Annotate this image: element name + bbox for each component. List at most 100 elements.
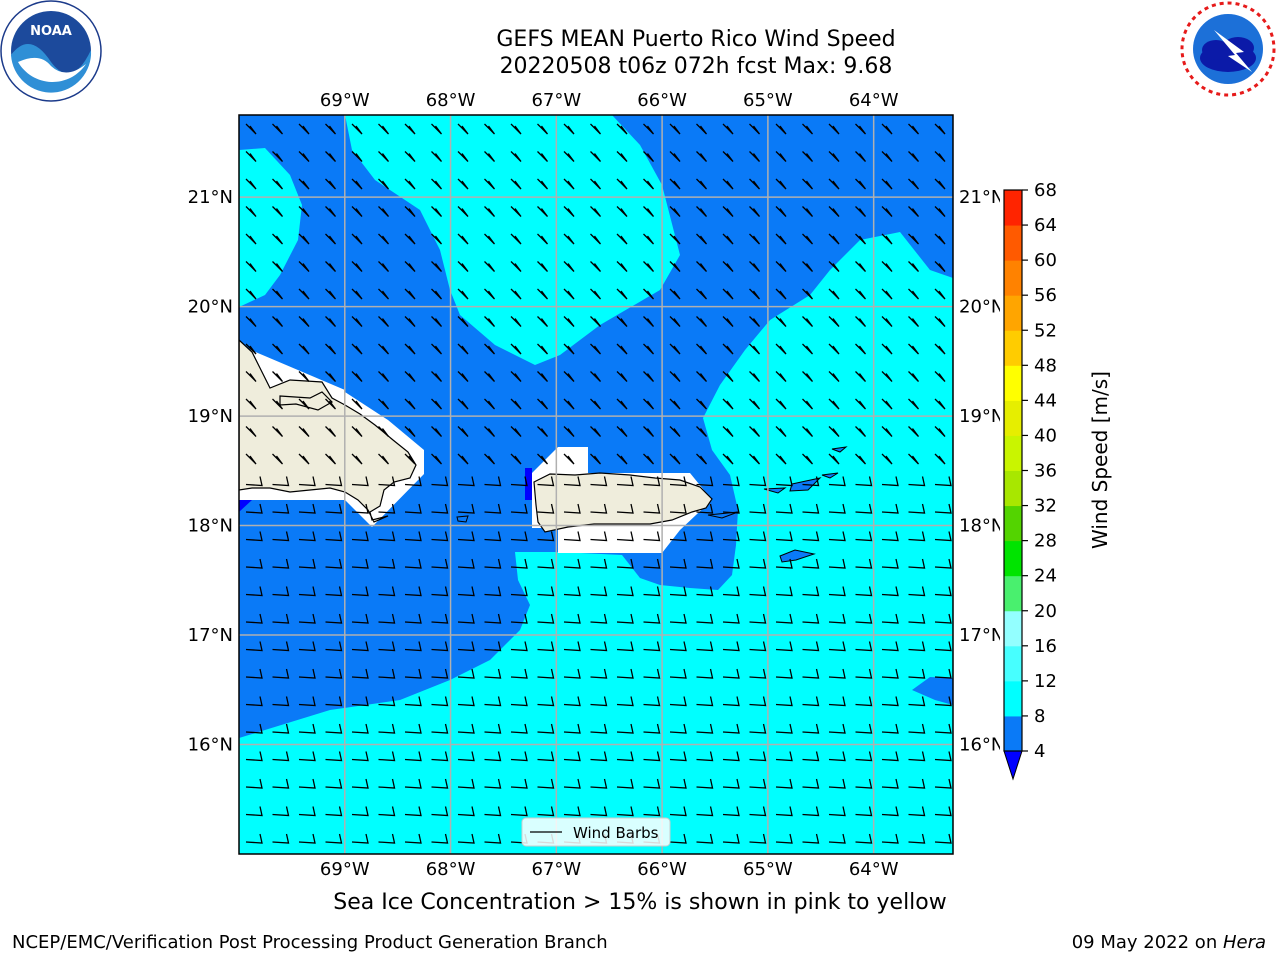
wind-barb: [855, 316, 867, 327]
wind-barb: [934, 426, 946, 437]
colorbar-segment: [1004, 470, 1022, 507]
longitude-label: 69°W: [320, 90, 370, 111]
wind-barb: [457, 371, 469, 382]
footer-date: 09 May 2022 on Hera: [1072, 932, 1266, 953]
colorbar-tick-label: 28: [1034, 531, 1057, 552]
colorbar-tick-label: 20: [1034, 601, 1057, 622]
wind-barb: [563, 806, 581, 817]
wind-barb: [881, 806, 899, 817]
wind-barb: [855, 751, 873, 762]
wind-barb: [431, 833, 449, 844]
wind-barb: [855, 476, 873, 487]
wind-barb: [484, 586, 502, 597]
wind-barb: [298, 558, 316, 569]
wind-barb: [563, 261, 575, 272]
colorbar: 68 64 60 56 52 48 44 40 36 32 28 24 20 16 12 8 4 Wind Sp…: [1003, 180, 1112, 781]
wind-barb: [828, 833, 846, 844]
wind-barb: [404, 806, 422, 817]
wind-barb: [590, 696, 608, 707]
wind-barb: [749, 426, 761, 437]
wind-barb: [537, 503, 555, 514]
wind-barb: [351, 613, 369, 624]
wind-barb: [272, 151, 284, 162]
wind-barb: [298, 261, 310, 272]
wind-barb: [510, 696, 528, 707]
wind-barb: [431, 426, 443, 437]
wind-barb: [669, 288, 681, 300]
wind-barb: [378, 641, 396, 652]
wind-barb: [404, 668, 422, 679]
footer-date-text: 09 May 2022 on: [1071, 932, 1223, 953]
wind-barb: [908, 558, 926, 569]
wind-barb: [245, 696, 263, 707]
wind-barb: [298, 151, 310, 162]
wind-barb: [881, 476, 899, 487]
wind-barb: [298, 751, 316, 762]
wind-barb: [775, 778, 793, 789]
wind-barb: [378, 531, 396, 542]
wind-barb: [722, 613, 740, 624]
wind-barb: [908, 531, 926, 542]
wind-barb: [722, 316, 734, 327]
wind-barb: [669, 833, 687, 844]
wind-barb: [855, 613, 873, 624]
wind-barb: [404, 206, 416, 217]
wind-barb: [802, 476, 820, 487]
wind-barb: [431, 288, 443, 300]
wind-barb: [351, 641, 369, 652]
wind-barb: [775, 206, 787, 217]
wind-barb: [563, 426, 575, 437]
wind-barb: [828, 558, 846, 569]
wind-barb: [537, 558, 555, 569]
latitude-label: 20°N: [188, 297, 233, 318]
wind-barb: [537, 288, 549, 300]
wind-barb: [404, 123, 416, 135]
wind-barb: [775, 316, 787, 327]
latitude-label: 19°N: [959, 406, 1000, 427]
wind-barb: [431, 316, 443, 327]
wind-barb: [378, 778, 396, 789]
wind-barb: [510, 778, 528, 789]
wind-barb: [378, 343, 390, 355]
latitude-label: 16°N: [188, 735, 233, 756]
wind-barb: [934, 586, 952, 597]
wind-barb: [828, 586, 846, 597]
wind-barb: [404, 261, 416, 272]
wind-barb: [775, 696, 793, 707]
wind-barb: [510, 233, 522, 245]
wind-barb: [881, 151, 893, 162]
wind-barb: [537, 206, 549, 217]
wind-barb: [590, 586, 608, 597]
colorbar-tick-label: 48: [1034, 355, 1057, 376]
wind-barb: [484, 343, 496, 355]
wind-barb: [457, 398, 469, 410]
wind-barb: [934, 151, 946, 162]
wind-barb: [431, 778, 449, 789]
wind-barb: [696, 476, 714, 487]
wind-barb: [378, 806, 396, 817]
wind-barb: [351, 123, 363, 135]
wind-barb: [669, 641, 687, 652]
wind-barb: [696, 261, 708, 272]
wind-barb: [749, 558, 767, 569]
virgin-islands: [763, 487, 787, 494]
wind-barb: [351, 453, 363, 465]
colorbar-tick-label: 56: [1034, 285, 1057, 306]
wind-barb: [272, 833, 290, 844]
wind-barb: [616, 613, 634, 624]
wind-barb: [722, 288, 734, 300]
wind-barb: [669, 371, 681, 382]
longitude-label: 68°W: [426, 90, 476, 111]
wind-barb: [908, 778, 926, 789]
wind-barb: [749, 778, 767, 789]
wind-barb: [351, 476, 369, 487]
wind-barb: [298, 178, 310, 190]
wind-barb: [245, 503, 263, 514]
wind-barb: [881, 178, 893, 190]
wind-barb: [537, 778, 555, 789]
wind-barb: [510, 453, 522, 465]
colorbar-tick-label: 12: [1034, 671, 1057, 692]
wind-barb: [484, 613, 502, 624]
wind-barb: [908, 696, 926, 707]
wind-barb: [749, 233, 761, 245]
